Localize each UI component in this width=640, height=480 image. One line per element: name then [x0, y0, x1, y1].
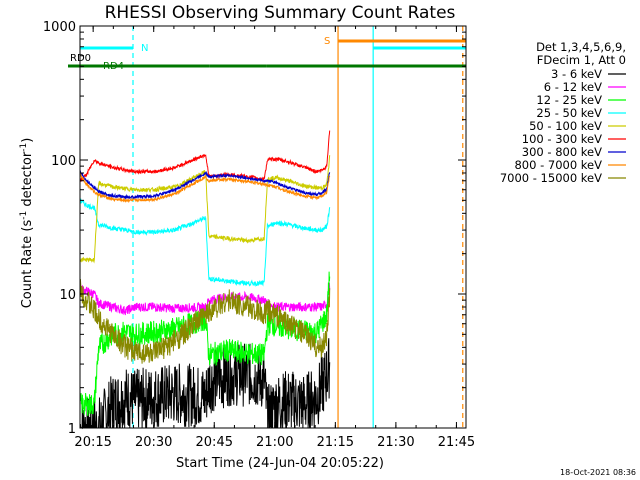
chart-title: RHESSI Observing Summary Count Rates — [105, 3, 456, 23]
x-tick-label: 20:45 — [196, 435, 233, 450]
legend-label: 800 - 7000 keV — [514, 158, 602, 172]
y-tick-label: 1000 — [43, 20, 76, 35]
axis-ticks: 20:15 20:30 20:45 21:00 21:15 21:30 21:45 1 10 10… — [43, 20, 475, 450]
plot-frame — [79, 25, 467, 429]
x-axis-label: Start Time (24-Jun-04 20:05:22) — [176, 456, 384, 471]
legend-label: 300 - 800 keV — [522, 145, 602, 159]
legend-label: 7000 - 15000 keV — [500, 171, 602, 185]
timestamp: 18-Oct-2021 08:36 — [560, 468, 636, 477]
legend-label: 12 - 25 keV — [536, 93, 602, 107]
series-line-6 — [79, 170, 331, 200]
time-markers — [132, 26, 464, 428]
series-line-4 — [79, 155, 331, 264]
legend-header-line-1: Det 1,3,4,5,6,9, — [536, 40, 626, 54]
legend-label: 50 - 100 keV — [529, 119, 602, 133]
x-tick-label: 21:15 — [317, 435, 354, 450]
legend-label: 3 - 6 keV — [551, 67, 602, 81]
legend-label: 25 - 50 keV — [536, 106, 602, 120]
flag-label-s: S — [324, 36, 330, 47]
legend-label: 6 - 12 keV — [544, 80, 602, 94]
x-tick-label: 21:30 — [377, 435, 414, 450]
flag-label-n: N — [141, 43, 148, 54]
y-tick-label: 1 — [68, 422, 76, 437]
series-line-5 — [79, 130, 331, 182]
y-axis-label: Count Rate (s-1 detector-1) — [19, 138, 35, 309]
x-tick-label: 21:00 — [256, 435, 293, 450]
y-tick-label: 10 — [59, 288, 76, 303]
x-tick-label: 20:30 — [135, 435, 172, 450]
series-line-7 — [79, 172, 331, 204]
y-tick-label: 100 — [51, 154, 76, 169]
legend: Det 1,3,4,5,6,9, FDecim 1, Att 0 3 - 6 k… — [500, 40, 626, 185]
flag-layer: RD0 RD4 N S — [68, 36, 466, 72]
series-line-1 — [79, 282, 331, 316]
legend-header-line-2: FDecim 1, Att 0 — [537, 53, 626, 67]
x-tick-label: 20:15 — [74, 435, 111, 450]
series-line-0 — [79, 338, 331, 430]
x-tick-label: 21:45 — [438, 435, 475, 450]
series-layer — [79, 130, 331, 430]
flag-label-rd0: RD0 — [70, 53, 91, 64]
series-line-8 — [79, 278, 331, 364]
legend-label: 100 - 300 keV — [522, 132, 602, 146]
series-line-3 — [79, 198, 331, 287]
flag-label-rd4: RD4 — [103, 61, 124, 72]
